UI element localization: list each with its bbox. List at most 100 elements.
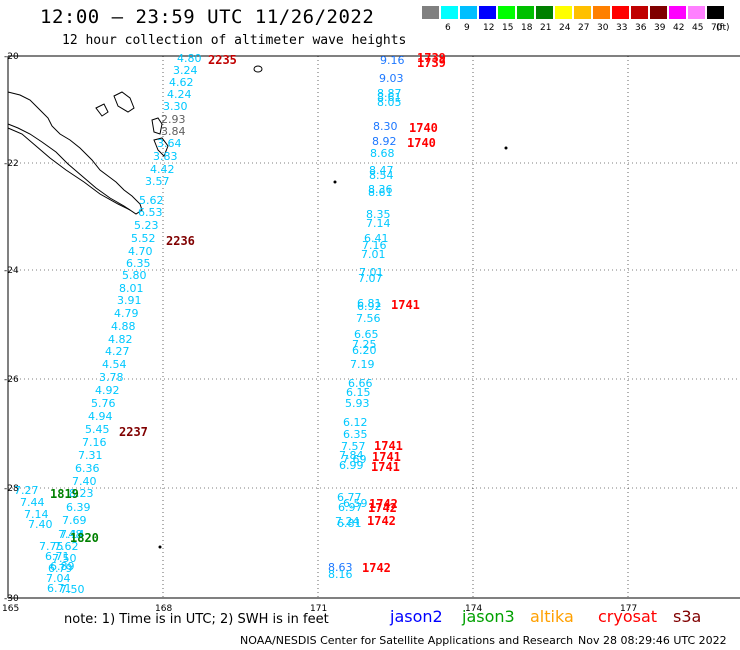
lat-tick-label: -22	[4, 159, 19, 169]
wave-height-value: 3.24	[173, 64, 198, 77]
wave-height-value: 5.52	[131, 232, 156, 245]
lat-tick-label: -26	[4, 375, 19, 385]
scale-swatch-12	[479, 6, 496, 19]
scale-swatch-21	[536, 6, 553, 19]
wave-height-value: 7.27	[14, 484, 39, 497]
scale-swatch-24	[555, 6, 572, 19]
wave-height-value: 4.88	[111, 320, 136, 333]
wave-height-value: 5.23	[134, 219, 159, 232]
scale-label-15: 15	[502, 23, 514, 33]
pass-time-label: 1739	[417, 51, 446, 65]
scale-label-27: 27	[578, 23, 590, 33]
wave-height-value: 5.80	[122, 269, 147, 282]
pass-time-label: 1741	[371, 460, 400, 474]
scale-label-36: 36	[635, 23, 647, 33]
lat-tick-label: -24	[4, 266, 19, 276]
wave-height-value: 4.92	[95, 384, 120, 397]
wave-height-value: 7.16	[362, 239, 387, 252]
wave-height-value: 9.03	[379, 72, 404, 85]
wave-height-value: 8.61	[368, 186, 393, 199]
scale-swatch-39	[650, 6, 667, 19]
wave-height-value: 6.39	[66, 501, 91, 514]
wave-height-value: 5.76	[91, 397, 116, 410]
pass-time-label: 1742	[368, 501, 397, 515]
wave-height-value: 4.24	[167, 88, 192, 101]
pass-time-label: 1741	[391, 298, 420, 312]
pass-time-label: 2236	[166, 234, 195, 248]
scale-swatch-45	[688, 6, 705, 19]
scale-label-39: 39	[654, 23, 666, 33]
wave-height-value: 6.71	[45, 550, 70, 563]
coastline-inner	[7, 127, 131, 211]
lon-tick-label: 171	[310, 604, 327, 614]
wave-height-value: 7.75	[39, 540, 64, 553]
wave-height-value: 4.70	[128, 245, 153, 258]
scale-swatch-70	[707, 6, 724, 19]
coastline-main	[7, 91, 143, 215]
pass-time-label: 2237	[119, 425, 148, 439]
wave-height-value: 8.05	[377, 96, 402, 109]
wave-height-value: 3.84	[161, 125, 186, 138]
wave-height-value: 6.71	[47, 582, 72, 595]
page-title: 12:00 — 23:59 UTC 11/26/2022	[40, 6, 375, 28]
scale-swatch-9	[460, 6, 477, 19]
wave-height-value: 6.15	[346, 386, 371, 399]
wave-height-value: 7.50	[52, 552, 77, 565]
wave-height-value: 7.56	[356, 312, 381, 325]
wave-height-value: 8.54	[369, 169, 394, 182]
island-dot-mid	[333, 180, 337, 184]
wave-height-value: 7.40	[28, 518, 53, 531]
wave-height-value: 8.36	[368, 183, 393, 196]
wave-height-value: 3.78	[99, 371, 124, 384]
lat-tick-label: -30	[4, 594, 19, 604]
wave-height-value: 7.16	[82, 436, 107, 449]
wave-height-value: 8.30	[373, 120, 398, 133]
wave-height-value: 7.04	[46, 572, 71, 585]
scale-label-12: 12	[483, 23, 495, 33]
wave-height-value: 7.14	[366, 217, 391, 230]
wave-height-value: 4.27	[105, 345, 130, 358]
lat-tick-label: -28	[4, 484, 19, 494]
island-2	[151, 117, 163, 135]
wave-height-value: 7.40	[72, 475, 97, 488]
legend-jason2: jason2	[390, 607, 443, 626]
wave-height-value: 6.12	[343, 416, 368, 429]
island-5	[95, 103, 109, 117]
scale-label-24: 24	[559, 23, 571, 33]
wave-height-value: 8.68	[370, 147, 395, 160]
scale-label-45: 45	[692, 23, 704, 33]
wave-height-value: 6.97	[338, 501, 363, 514]
wave-height-value: 7.62	[54, 540, 79, 553]
wave-height-value: 7.19	[350, 358, 375, 371]
scale-label-21: 21	[540, 23, 552, 33]
scale-label-18: 18	[521, 23, 533, 33]
wave-height-value: 4.42	[150, 163, 175, 176]
legend-jason3: jason3	[462, 607, 515, 626]
lon-tick-label: 174	[465, 604, 482, 614]
altimeter-tracks: 4.803.244.624.243.302.933.843.643.834.42…	[14, 52, 405, 596]
wave-height-value: 7.14	[24, 508, 49, 521]
wave-height-value: 6.35	[343, 428, 368, 441]
wave-height-value: 6.35	[126, 257, 151, 270]
wave-height-value: 7.50	[60, 583, 85, 596]
scale-label-6: 6	[445, 23, 451, 33]
scale-label-30: 30	[597, 23, 609, 33]
scale-swatch-30	[593, 6, 610, 19]
scale-unit: (ft)	[716, 23, 730, 33]
coastline	[7, 65, 263, 215]
wave-height-value: 5.62	[139, 194, 164, 207]
wave-height-value: 6.81	[337, 517, 362, 530]
scale-swatch-36	[631, 6, 648, 19]
island-dot-east	[504, 146, 508, 150]
wave-height-value: 7.07	[358, 272, 383, 285]
lat-tick-label: -20	[4, 52, 19, 62]
wave-height-value: 8.63	[328, 561, 353, 574]
wave-height-value: 6.99	[339, 459, 364, 472]
wave-height-value: 6.66	[348, 377, 373, 390]
pass-time-label: 1742	[362, 561, 391, 575]
wave-height-value: 6.77	[337, 491, 362, 504]
scale-label-33: 33	[616, 23, 628, 33]
wave-height-value: 7.24	[335, 515, 360, 528]
